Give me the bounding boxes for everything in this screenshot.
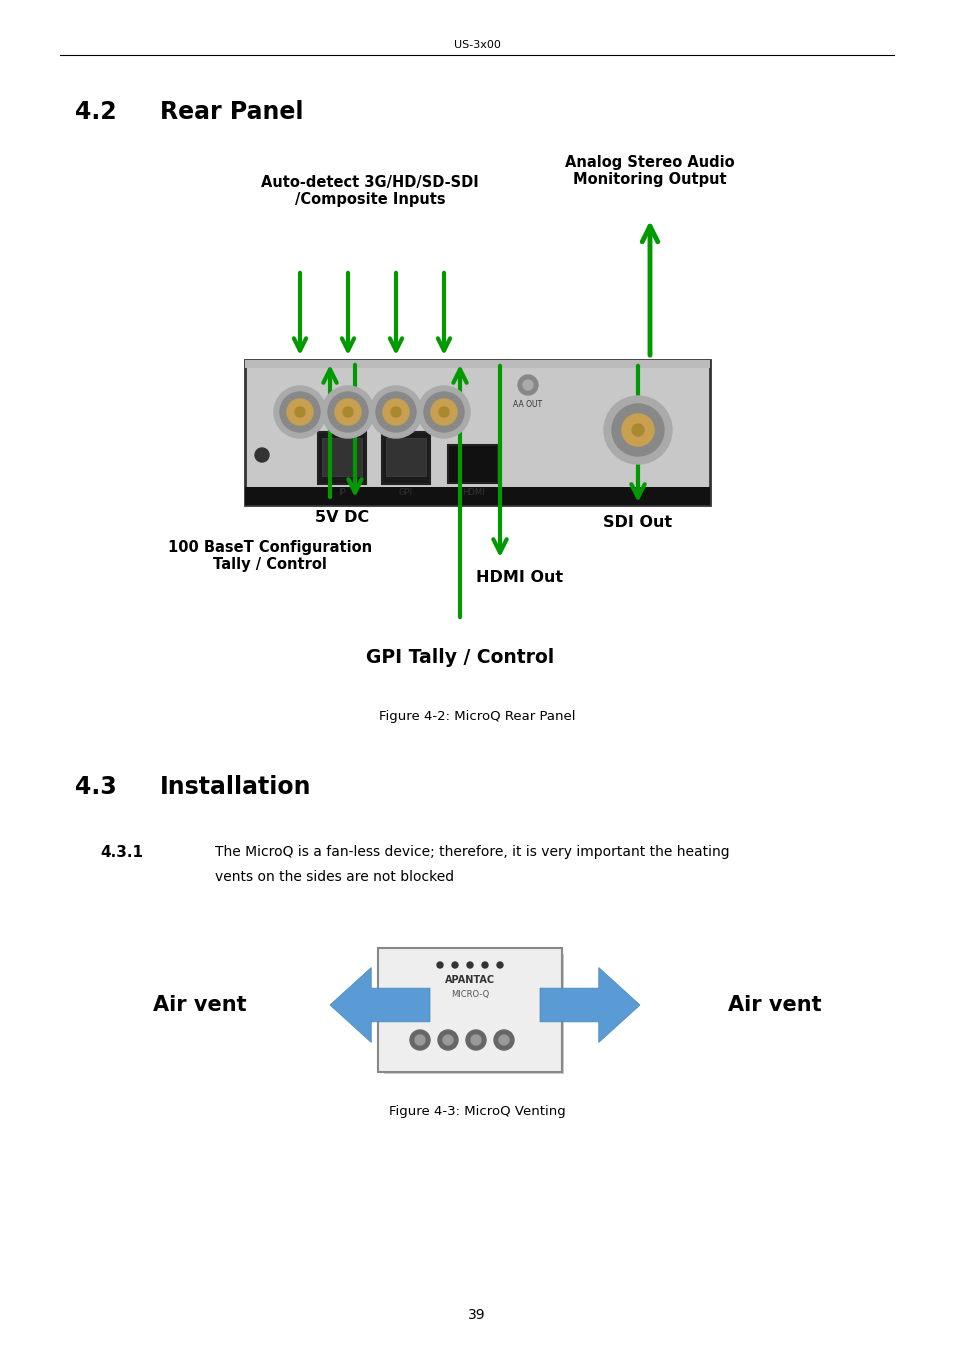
Circle shape bbox=[375, 392, 416, 432]
Text: IP: IP bbox=[337, 488, 345, 497]
Text: vents on the sides are not blocked: vents on the sides are not blocked bbox=[214, 870, 454, 884]
Text: Figure 4-2: MicroQ Rear Panel: Figure 4-2: MicroQ Rear Panel bbox=[378, 711, 575, 723]
Text: 5V DC: 5V DC bbox=[314, 509, 369, 526]
Circle shape bbox=[603, 396, 671, 463]
Text: Rear Panel: Rear Panel bbox=[160, 100, 303, 124]
Circle shape bbox=[452, 962, 457, 969]
FancyBboxPatch shape bbox=[245, 486, 709, 505]
Circle shape bbox=[431, 399, 456, 426]
Text: GPI: GPI bbox=[398, 488, 413, 497]
Text: GPI Tally / Control: GPI Tally / Control bbox=[366, 648, 554, 667]
Circle shape bbox=[442, 1035, 453, 1046]
Text: US-3x00: US-3x00 bbox=[453, 41, 500, 50]
Text: 100 BaseT Configuration
Tally / Control: 100 BaseT Configuration Tally / Control bbox=[168, 540, 372, 573]
Circle shape bbox=[438, 407, 449, 417]
Circle shape bbox=[517, 376, 537, 394]
FancyBboxPatch shape bbox=[245, 359, 709, 367]
Circle shape bbox=[343, 407, 353, 417]
Circle shape bbox=[465, 1029, 485, 1050]
Circle shape bbox=[382, 399, 409, 426]
FancyBboxPatch shape bbox=[377, 948, 561, 1071]
FancyBboxPatch shape bbox=[381, 432, 430, 484]
Text: 4.3: 4.3 bbox=[75, 775, 116, 798]
Circle shape bbox=[335, 399, 360, 426]
Circle shape bbox=[621, 413, 654, 446]
FancyBboxPatch shape bbox=[317, 432, 366, 484]
Text: Auto-detect 3G/HD/SD-SDI
/Composite Inputs: Auto-detect 3G/HD/SD-SDI /Composite Inpu… bbox=[261, 176, 478, 208]
Text: APANTAC: APANTAC bbox=[444, 975, 495, 985]
FancyBboxPatch shape bbox=[384, 954, 563, 1074]
Circle shape bbox=[423, 392, 463, 432]
Circle shape bbox=[370, 386, 421, 438]
Circle shape bbox=[280, 392, 319, 432]
Circle shape bbox=[417, 386, 470, 438]
Circle shape bbox=[612, 404, 663, 457]
FancyBboxPatch shape bbox=[245, 359, 709, 505]
Circle shape bbox=[254, 449, 269, 462]
Circle shape bbox=[498, 1035, 509, 1046]
Text: Analog Stereo Audio
Monitoring Output: Analog Stereo Audio Monitoring Output bbox=[564, 155, 734, 188]
Circle shape bbox=[436, 962, 442, 969]
Circle shape bbox=[322, 386, 374, 438]
Text: Installation: Installation bbox=[160, 775, 312, 798]
Circle shape bbox=[391, 407, 400, 417]
Circle shape bbox=[631, 424, 643, 436]
Text: 4.2: 4.2 bbox=[75, 100, 116, 124]
FancyBboxPatch shape bbox=[386, 438, 426, 476]
Text: HDMI: HDMI bbox=[461, 488, 484, 497]
Circle shape bbox=[467, 962, 473, 969]
Text: Figure 4-3: MicroQ Venting: Figure 4-3: MicroQ Venting bbox=[388, 1105, 565, 1119]
Text: MICRO-Q: MICRO-Q bbox=[451, 990, 489, 1000]
Circle shape bbox=[481, 962, 488, 969]
Circle shape bbox=[410, 1029, 430, 1050]
FancyBboxPatch shape bbox=[322, 438, 361, 476]
Text: Air vent: Air vent bbox=[153, 994, 247, 1015]
Circle shape bbox=[287, 399, 313, 426]
Circle shape bbox=[415, 1035, 424, 1046]
Polygon shape bbox=[539, 967, 639, 1043]
Circle shape bbox=[437, 1029, 457, 1050]
Circle shape bbox=[494, 1029, 514, 1050]
Circle shape bbox=[497, 962, 502, 969]
Circle shape bbox=[294, 407, 305, 417]
Polygon shape bbox=[330, 967, 430, 1043]
FancyBboxPatch shape bbox=[448, 444, 497, 484]
Circle shape bbox=[522, 380, 533, 390]
Circle shape bbox=[328, 392, 368, 432]
Text: SDI Out: SDI Out bbox=[603, 515, 672, 530]
Text: AA OUT: AA OUT bbox=[513, 400, 542, 409]
Text: 39: 39 bbox=[468, 1308, 485, 1323]
Circle shape bbox=[471, 1035, 480, 1046]
Text: HDMI Out: HDMI Out bbox=[476, 570, 563, 585]
Text: Air vent: Air vent bbox=[727, 994, 821, 1015]
Text: 4.3.1: 4.3.1 bbox=[100, 844, 143, 861]
Circle shape bbox=[274, 386, 326, 438]
Text: The MicroQ is a fan-less device; therefore, it is very important the heating: The MicroQ is a fan-less device; therefo… bbox=[214, 844, 729, 859]
